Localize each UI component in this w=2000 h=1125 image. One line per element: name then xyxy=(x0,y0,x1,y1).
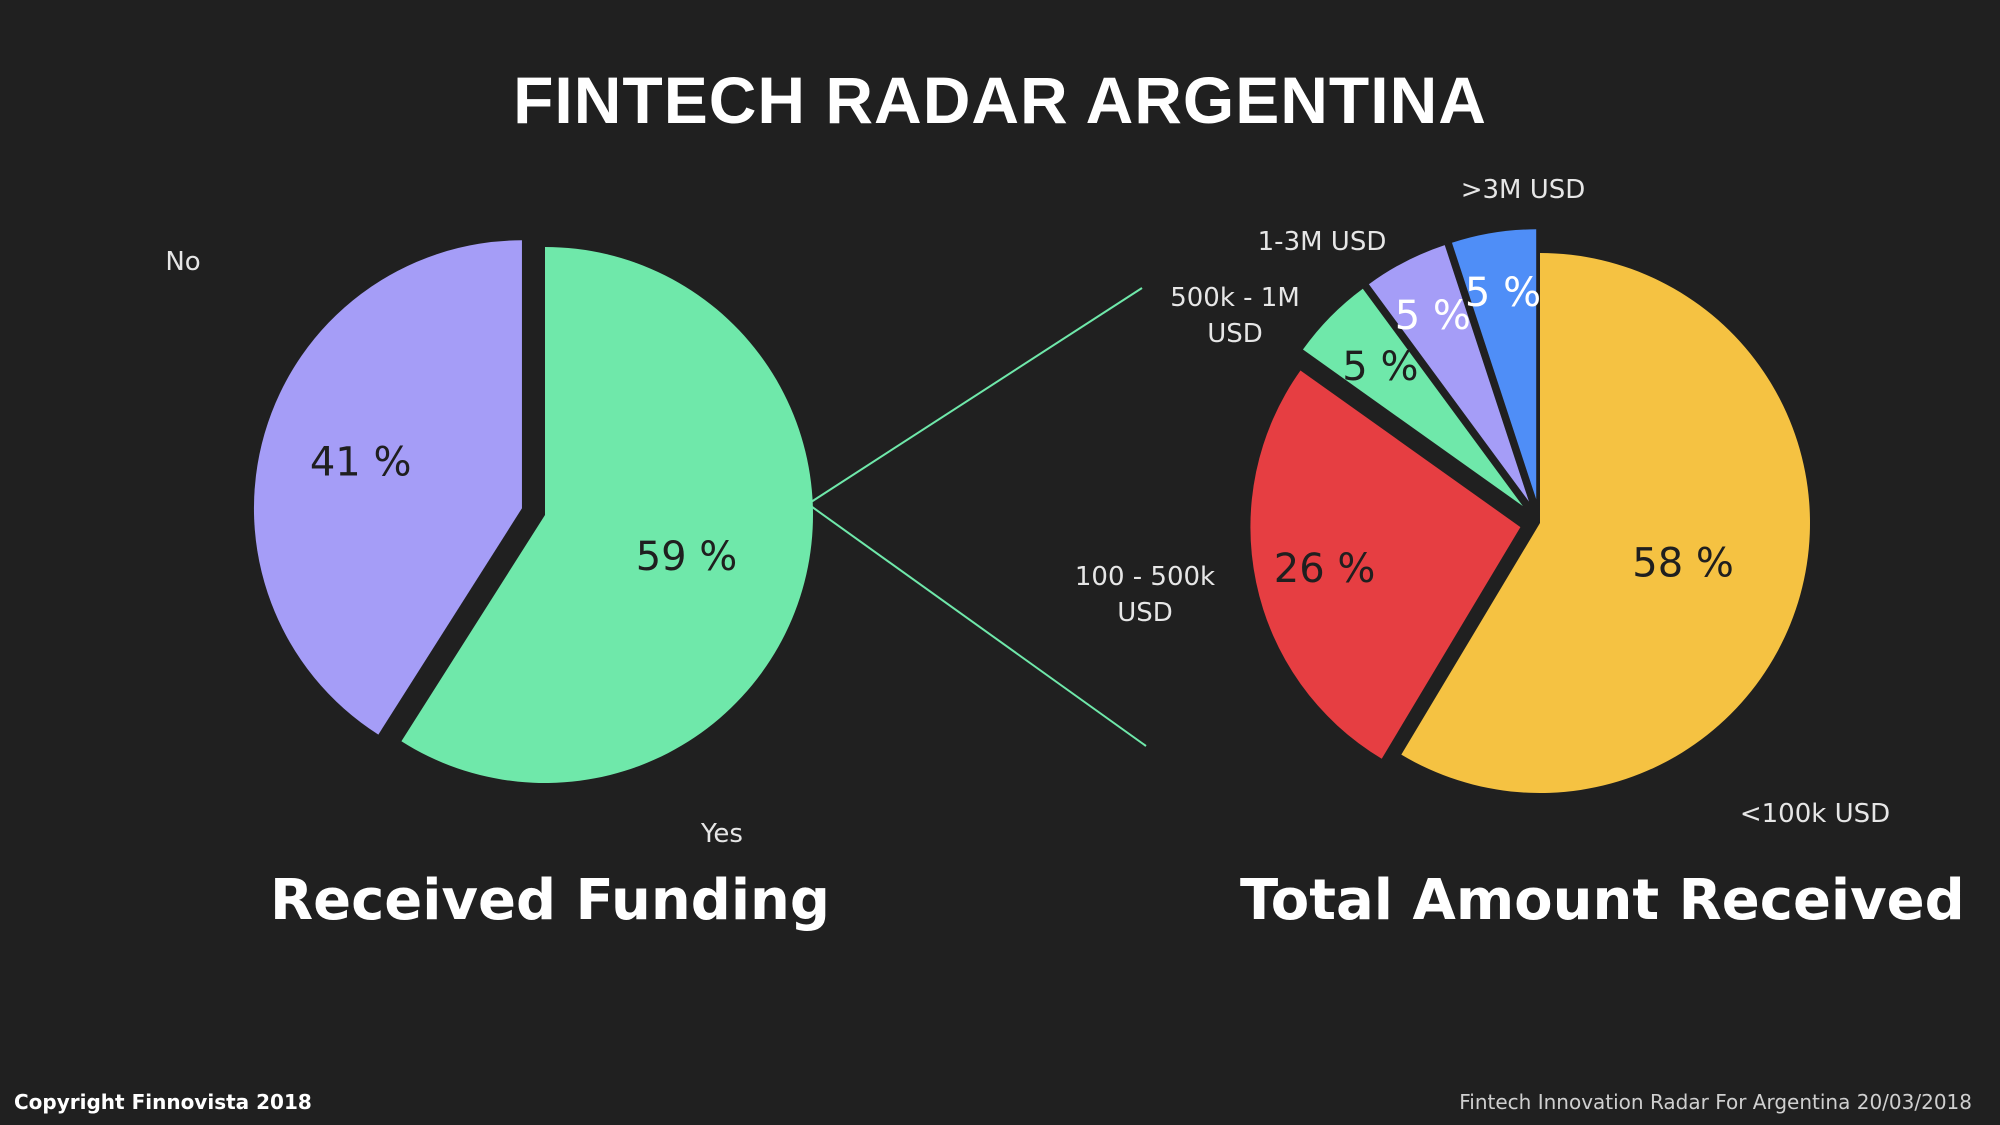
connector-line-bottom xyxy=(807,503,1147,747)
received-funding-title: Received Funding xyxy=(270,868,830,933)
slice-shape xyxy=(1451,229,1537,500)
slice-percent-label: 41 % xyxy=(310,439,412,485)
page-title: FINTECH RADAR ARGENTINA xyxy=(513,63,1487,137)
slice-shape xyxy=(253,240,522,735)
copyright-text: Copyright Finnovista 2018 xyxy=(14,1090,312,1114)
slice-category-label: 100 - 500k USD xyxy=(1075,562,1215,628)
slice-shape xyxy=(401,247,814,783)
slice-percent-label: 26 % xyxy=(1274,546,1376,592)
pie-slice-yes: 59 % xyxy=(401,247,814,783)
footer-source: Fintech Innovation Radar For Argentina 2… xyxy=(1459,1090,1972,1114)
slice-percent-label: 58 % xyxy=(1632,541,1734,587)
pie-slice-1-3m-usd: 5 % xyxy=(1368,245,1529,502)
slice-category-label: 1-3M USD xyxy=(1258,227,1387,257)
slice-category-label: <100k USD xyxy=(1740,799,1890,829)
slice-percent-label: 5 % xyxy=(1342,344,1418,390)
slice-percent-label: 5 % xyxy=(1465,270,1541,316)
pie-slice-3m-usd: 5 % xyxy=(1451,229,1541,500)
slice-shape xyxy=(1401,253,1810,793)
slice-category-label: 500k - 1M USD xyxy=(1170,283,1300,349)
slice-shape xyxy=(1250,370,1521,759)
slice-category-label: No xyxy=(165,247,200,277)
pie-slice-100-500k-usd: 26 % xyxy=(1250,370,1521,759)
slice-percent-label: 59 % xyxy=(636,534,738,580)
slice-percent-label: 5 % xyxy=(1395,293,1471,339)
connector-lines xyxy=(807,287,1147,747)
pie-slice-500k-1m-usd: 5 % xyxy=(1302,288,1523,507)
pie-slice-no: 41 % xyxy=(253,240,522,735)
total-amount-title: Total Amount Received xyxy=(1240,868,1965,933)
slice-category-label: >3M USD xyxy=(1461,175,1586,205)
connector-line-top xyxy=(807,287,1143,505)
received-funding-pie: 59 % Yes 41 % No xyxy=(165,240,814,849)
total-amount-pie: 58 % <100k USD 26 % 100 - 500k USD 5 % 500k - … xyxy=(1075,175,1890,829)
slice-category-label: Yes xyxy=(700,819,743,849)
pie-slice-100k-usd: 58 % xyxy=(1401,253,1810,793)
slice-shape xyxy=(1302,288,1523,507)
slice-shape xyxy=(1368,245,1529,502)
